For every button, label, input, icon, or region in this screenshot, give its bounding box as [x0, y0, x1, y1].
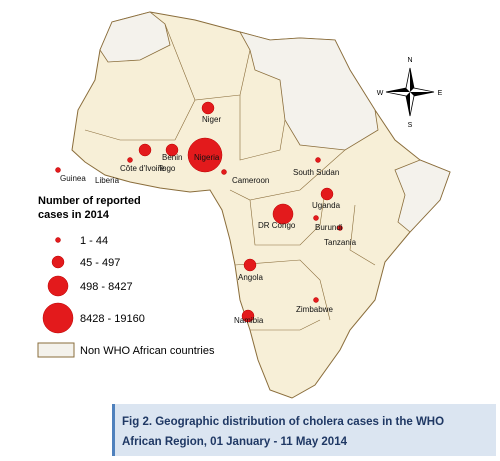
legend-label: 1 - 44 [80, 235, 108, 247]
non-who-region [99, 11, 171, 63]
country-label: South Sudan [293, 168, 339, 177]
country-label: Burundi [315, 223, 343, 232]
legend-symbol [55, 237, 61, 243]
marker [315, 157, 321, 163]
marker [272, 203, 294, 225]
marker [337, 225, 343, 231]
country-label: Niger [202, 115, 221, 124]
country-label: Tanzania [324, 238, 357, 247]
marker [138, 143, 152, 157]
caption-bar [112, 404, 115, 456]
caption: Fig 2. Geographic distribution of choler… [112, 404, 496, 456]
non-who-region [394, 159, 451, 233]
legend-title: Number of reported [38, 195, 141, 207]
legend-swatch [37, 342, 75, 358]
country-label: Uganda [312, 201, 341, 210]
non-who-region [239, 31, 379, 151]
legend-label: Non WHO African countries [80, 345, 215, 357]
legend-symbol [47, 275, 69, 297]
compass-label: N [407, 57, 412, 64]
country-label: Benin [162, 153, 182, 162]
compass: N E S W [377, 57, 443, 129]
legend-title: cases in 2014 [38, 209, 110, 221]
country-labels: Niger Guinea Côte d'Ivoire Togo Benin Ni… [60, 115, 357, 325]
marker [243, 258, 257, 272]
compass-label: E [438, 90, 443, 97]
compass-label: W [377, 90, 384, 97]
marker [201, 101, 215, 115]
marker [165, 143, 179, 157]
country-label: Guinea [60, 174, 86, 183]
country-label: Namibia [234, 316, 264, 325]
legend: Number of reported cases in 2014 1 - 44 … [37, 195, 215, 358]
legend-symbol [51, 255, 65, 269]
country-label: Côte d'Ivoire [120, 164, 165, 173]
marker [55, 167, 61, 173]
legend-symbol [42, 302, 74, 334]
country-label: Togo [158, 164, 176, 173]
country-label: Liberia [95, 176, 120, 185]
marker [127, 157, 133, 163]
marker [221, 169, 227, 175]
country-label: Cameroon [232, 176, 269, 185]
country-label: DR Congo [258, 221, 296, 230]
country-label: Zimbabwe [296, 305, 333, 314]
compass-fill [386, 68, 434, 116]
caption-text: African Region, 01 January - 11 May 2014 [122, 436, 348, 448]
legend-label: 8428 - 19160 [80, 313, 145, 325]
country-label: Nigeria [194, 153, 220, 162]
legend-label: 45 - 497 [80, 257, 120, 269]
borders [84, 23, 376, 331]
caption-text: Fig 2. Geographic distribution of choler… [122, 416, 444, 428]
caption-box [112, 404, 496, 456]
marker [313, 297, 319, 303]
marker [241, 309, 255, 323]
country-label: Angola [238, 273, 263, 282]
markers [55, 101, 343, 323]
marker [187, 137, 223, 173]
marker [320, 187, 334, 201]
legend-label: 498 - 8427 [80, 281, 133, 293]
marker [313, 215, 319, 221]
compass-label: S [408, 122, 413, 129]
